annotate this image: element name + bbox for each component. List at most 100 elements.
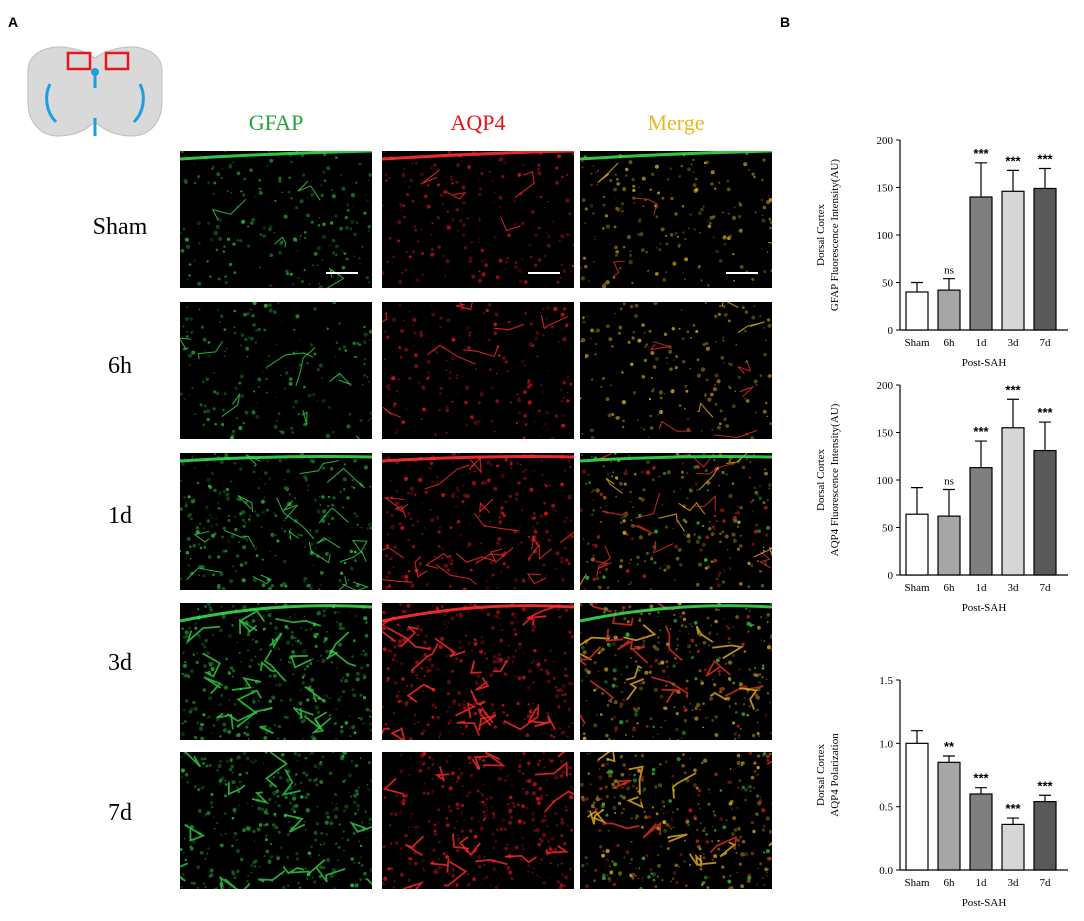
significance-label: *** [1005,801,1021,816]
error-bar-1d [975,440,987,468]
bar-3d [1001,190,1025,331]
x-tick-label: 3d [1008,877,1020,889]
significance-label: *** [1037,152,1053,167]
bar-7d [1033,187,1057,331]
significance-label: *** [973,424,989,439]
micrograph-gfap-sham [180,151,372,288]
error-bar-7d [1039,794,1051,802]
x-axis-label: Post-SAH [962,602,1007,614]
error-bar-sham [911,281,923,292]
significance-label: *** [1037,405,1053,420]
y-tick-label: 200 [877,135,894,147]
significance-label: ns [944,265,954,277]
row-label-sham: Sham [92,214,148,240]
x-tick-label: 1d [976,582,988,594]
micrograph-aqp4-3d [382,603,574,740]
ventricle-left [45,83,58,124]
y-tick-label: 0 [888,570,894,582]
x-tick-label: 3d [1008,337,1020,349]
scale-bar [326,272,358,274]
bar-1d [969,467,993,576]
error-bar-3d [1007,169,1019,192]
error-bar-sham [911,487,923,515]
significance-label: *** [973,771,989,786]
y-tick-label: 0 [888,325,894,337]
bar-6h [937,289,961,331]
roi-box-right [104,51,130,71]
micrograph-merge-1d [580,453,772,590]
x-tick-label: 7d [1040,877,1052,889]
bar-6h [937,515,961,576]
x-tick-label: 6h [944,877,956,889]
y-tick-label: 150 [877,183,894,195]
micrograph-merge-7d [580,752,772,889]
error-bar-1d [975,162,987,197]
brain-schematic [27,46,163,137]
x-tick-label: Sham [904,337,930,349]
row-label-1d: 1d [108,503,132,529]
y-tick-label: 0.0 [879,865,893,877]
y-tick-label: 50 [882,523,894,535]
error-bar-6h [943,755,955,763]
significance-label: *** [1037,778,1053,793]
y-tick-label: 1.5 [879,675,893,687]
bar-1d [969,196,993,331]
y-axis-label: AQP4 Polarization [829,733,841,817]
y-tick-label: 50 [882,278,894,290]
error-bar-7d [1039,421,1051,451]
error-bar-1d [975,787,987,794]
error-bar-sham [911,730,923,744]
y-axis-label: AQP4 Fluorescence Intensity(AU) [829,403,841,556]
y-tick-label: 150 [877,428,894,440]
x-tick-label: Sham [904,582,930,594]
micrograph-aqp4-sham [382,151,574,288]
x-tick-label: 3d [1008,582,1020,594]
error-bar-7d [1039,167,1051,189]
x-tick-label: 7d [1040,582,1052,594]
scale-bar [726,272,758,274]
error-bar-3d [1007,817,1019,825]
row-label-6h: 6h [108,353,132,379]
bar-3d [1001,823,1025,871]
micrograph-gfap-6h [180,302,372,439]
y-axis-label: GFAP Fluorescence Intensity(AU) [829,159,841,311]
bar-chart-2: 0 50 100 150 200 Sham ns 6h *** 1d *** 3d *** 7d Post-… [815,380,1068,614]
micrograph-merge-6h [580,302,772,439]
micrograph-gfap-7d [180,752,372,889]
micrograph-aqp4-6h [382,302,574,439]
x-tick-label: 7d [1040,337,1052,349]
error-bar-6h [943,278,955,291]
bar-1d [969,793,993,871]
y-axis-label: Dorsal Cortex [815,743,827,806]
micrograph-gfap-1d [180,453,372,590]
row-label-7d: 7d [108,800,132,826]
y-tick-label: 0.5 [879,802,893,814]
column-header-aqp4: AQP4 [450,110,506,135]
x-axis-label: Post-SAH [962,897,1007,909]
x-tick-label: 6h [944,337,956,349]
column-header-merge: Merge [647,110,705,135]
y-tick-label: 200 [877,380,894,392]
x-axis-label: Post-SAH [962,357,1007,369]
y-axis-label: Dorsal Cortex [815,448,827,511]
significance-label: *** [1005,382,1021,397]
y-tick-label: 1.0 [879,738,893,750]
significance-label: ns [944,476,954,488]
ventricle-top [91,68,99,76]
error-bar-3d [1007,398,1019,428]
bar-charts: 0 50 100 150 200 Sham ns 6h *** 1d *** 3d *** 7d Post-… [815,135,1068,909]
bar-sham [905,742,929,871]
bar-chart-3: 0.0 0.5 1.0 1.5 Sham ** 6h *** 1d *** 3d *** 7d Post-… [815,675,1068,909]
error-bar-6h [943,488,955,517]
scale-bar [528,272,560,274]
micrograph-merge-sham [580,151,772,288]
ventricle-right [132,83,145,124]
micrograph-merge-3d [580,603,772,740]
panel-label-b: B [780,14,791,30]
significance-label: *** [973,146,989,161]
roi-box-left [66,51,92,71]
bar-3d [1001,427,1025,576]
row-label-3d: 3d [108,650,132,676]
bar-6h [937,761,961,871]
column-header-gfap: GFAP [248,110,304,135]
